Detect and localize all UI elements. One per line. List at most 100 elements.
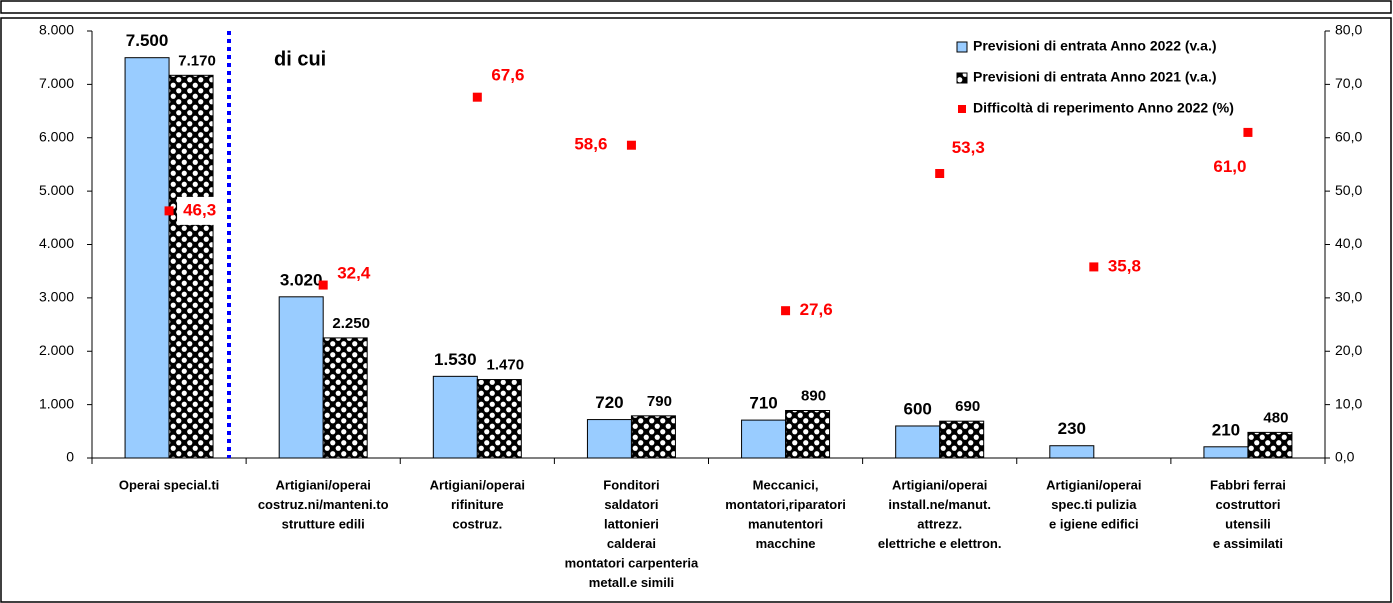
x-tick-label: utensili <box>1225 516 1271 531</box>
bar <box>432 375 478 459</box>
x-tick-label: install.ne/manut. <box>888 497 991 512</box>
x-tick-label: manutentori <box>748 516 823 531</box>
x-tick-label: rifiniture <box>451 497 504 512</box>
scatter-label: 32,4 <box>337 264 371 283</box>
data-label: 790 <box>647 393 672 410</box>
legend-label: Difficoltà di reperimento Anno 2022 (%) <box>973 100 1234 116</box>
y-tick-label: 8.000 <box>39 22 74 38</box>
x-tick-label: saldatori <box>604 497 658 512</box>
x-tick-label: Meccanici, <box>753 477 819 492</box>
x-tick-label: costruz. <box>452 516 502 531</box>
top-frame <box>0 0 1392 14</box>
legend-swatch <box>956 41 968 53</box>
y2-tick-label: 40,0 <box>1335 235 1362 251</box>
y-tick-label: 3.000 <box>39 289 74 305</box>
bar <box>895 425 941 459</box>
x-tick-label: Artigiani/operai <box>1046 477 1141 492</box>
data-label: 230 <box>1058 419 1086 438</box>
bar <box>1203 446 1249 459</box>
point <box>626 140 636 150</box>
x-tick-label: montatori carpenteria <box>565 555 699 570</box>
annotation: di cui <box>274 48 326 70</box>
bar <box>939 420 985 459</box>
data-label: 2.250 <box>332 315 370 332</box>
x-tick-label: macchine <box>756 536 816 551</box>
y-tick-label: 5.000 <box>39 182 74 198</box>
x-tick-label: montatori,riparatori <box>725 497 846 512</box>
y-tick-label: 2.000 <box>39 342 74 358</box>
point <box>164 206 174 216</box>
scatter-label: 67,6 <box>491 66 524 85</box>
scatter-label: 46,3 <box>183 200 216 219</box>
x-tick-label: costruttori <box>1215 497 1280 512</box>
bar <box>124 57 170 459</box>
frame <box>0 17 1392 603</box>
scatter-label: 27,6 <box>800 300 833 319</box>
x-tick-label: Artigiani/operai <box>430 477 525 492</box>
x-tick-label: calderai <box>607 536 656 551</box>
bar <box>1049 445 1095 459</box>
y2-tick-label: 20,0 <box>1335 342 1362 358</box>
point <box>935 169 945 179</box>
x-tick-label: costruz.ni/manteni.to <box>258 497 389 512</box>
label-bg <box>177 196 228 225</box>
data-label: 210 <box>1212 420 1240 439</box>
y2-tick-label: 80,0 <box>1335 22 1362 38</box>
bar <box>476 379 522 459</box>
data-label: 1.470 <box>487 357 525 374</box>
y-tick-label: 4.000 <box>39 235 74 251</box>
data-label: 7.170 <box>178 52 216 69</box>
y-tick-label: 7.000 <box>39 75 74 91</box>
point <box>781 306 791 316</box>
x-tick-label: strutture edili <box>282 516 365 531</box>
data-label: 720 <box>595 393 623 412</box>
y2-tick-label: 70,0 <box>1335 75 1362 91</box>
bar <box>586 419 632 459</box>
x-tick-label: metall.e simili <box>589 575 674 590</box>
data-label: 890 <box>801 387 826 404</box>
x-tick-label: Operai special.ti <box>119 477 219 492</box>
legend-swatch <box>958 105 966 113</box>
y2-tick-label: 0,0 <box>1335 449 1355 465</box>
bar <box>168 74 214 459</box>
point <box>472 92 482 102</box>
y2-tick-label: 60,0 <box>1335 128 1362 144</box>
bar <box>1247 431 1293 459</box>
bar <box>785 409 831 459</box>
data-label: 1.530 <box>434 350 477 369</box>
point <box>1243 127 1253 137</box>
bar <box>278 296 324 459</box>
legend-label: Previsioni di entrata Anno 2021 (v.a.) <box>973 69 1217 85</box>
data-label: 600 <box>904 399 932 418</box>
scatter-label: 53,3 <box>952 138 985 157</box>
x-tick-label: lattonieri <box>604 516 659 531</box>
data-label: 480 <box>1263 409 1288 426</box>
data-label: 3.020 <box>280 270 323 289</box>
y2-tick-label: 10,0 <box>1335 395 1362 411</box>
x-tick-label: Fonditori <box>603 477 659 492</box>
legend-swatch <box>956 72 968 84</box>
point <box>1089 262 1099 272</box>
x-tick-label: attrezz. <box>917 516 962 531</box>
x-tick-label: Artigiani/operai <box>276 477 371 492</box>
scatter-label: 58,6 <box>574 135 607 154</box>
scatter-label: 61,0 <box>1213 157 1246 176</box>
bar <box>630 415 676 459</box>
legend-label: Previsioni di entrata Anno 2022 (v.a.) <box>973 38 1217 54</box>
x-tick-label: e igiene edifici <box>1049 516 1139 531</box>
scatter-label: 35,8 <box>1108 256 1141 275</box>
x-tick-label: Artigiani/operai <box>892 477 987 492</box>
y2-tick-label: 30,0 <box>1335 289 1362 305</box>
x-tick-label: elettriche e elettron. <box>878 536 1002 551</box>
data-label: 690 <box>955 398 980 415</box>
y2-tick-label: 50,0 <box>1335 182 1362 198</box>
x-tick-label: Fabbri ferrai <box>1210 477 1286 492</box>
bar <box>322 337 368 459</box>
y-tick-label: 1.000 <box>39 395 74 411</box>
data-label: 7.500 <box>126 31 169 50</box>
y-tick-label: 6.000 <box>39 128 74 144</box>
point <box>318 280 328 290</box>
x-tick-label: e assimilati <box>1213 536 1283 551</box>
y-tick-label: 0 <box>66 449 74 465</box>
